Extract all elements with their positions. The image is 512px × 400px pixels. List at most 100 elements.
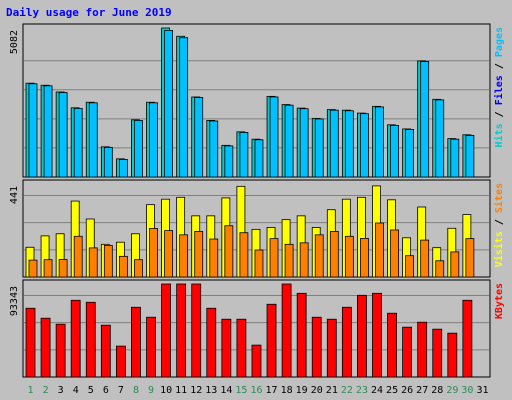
bar-pages-day-8 — [134, 120, 143, 178]
bar-sites-day-4 — [73, 235, 83, 278]
bar-sites-day-3 — [58, 259, 68, 278]
bar-pages-day-21 — [329, 109, 339, 178]
bar-pages-day-20 — [314, 118, 324, 178]
bar-sites-day-23 — [360, 238, 369, 278]
bar-sites-day-25 — [390, 229, 399, 278]
legend-hits: Hits / Files / Pages — [493, 27, 505, 147]
bar-kbytes-day-12 — [191, 283, 202, 378]
day-label-10: 10 — [160, 385, 172, 396]
day-label-26: 26 — [401, 385, 413, 396]
day-label-8: 8 — [133, 385, 139, 396]
legend-item-hits-1: / — [494, 105, 505, 123]
bar-kbytes-day-23 — [357, 294, 367, 378]
bar-pages-day-14 — [224, 145, 234, 178]
day-label-16: 16 — [250, 385, 262, 396]
bar-kbytes-day-1 — [25, 307, 36, 378]
bar-kbytes-day-3 — [55, 323, 66, 378]
day-label-28: 28 — [431, 385, 443, 396]
bar-kbytes-day-10 — [161, 283, 171, 378]
legend-item-hits-4: Pages — [494, 27, 505, 57]
x-axis-day-labels: 1 2 3 4 5 6 7 8 9 10 11 12 13 14 15 16 17 18 19 20 21 22 23 24 2… — [28, 385, 489, 396]
bar-sites-day-28 — [435, 260, 445, 278]
day-label-25: 25 — [386, 385, 398, 396]
legend-item-hits-2: Files — [493, 75, 505, 105]
bar-sites-day-20 — [314, 234, 324, 278]
bar-kbytes-day-9 — [146, 316, 156, 378]
legend-item-visits-1: / — [494, 213, 505, 231]
legend-item-visits-2: Sites — [493, 183, 505, 213]
legend-kbytes: KBytes — [494, 283, 505, 319]
bar-kbytes-day-15 — [236, 318, 247, 378]
bar-sites-day-24 — [375, 222, 384, 278]
day-label-20: 20 — [311, 385, 323, 396]
panel-visits: 441 Visits / Sites — [9, 179, 505, 278]
bar-kbytes-day-6 — [100, 324, 111, 378]
bar-sites-day-30 — [465, 238, 475, 278]
day-label-11: 11 — [175, 385, 187, 396]
day-label-31: 31 — [476, 385, 488, 396]
bar-sites-day-16 — [254, 249, 264, 278]
day-label-24: 24 — [371, 385, 383, 396]
day-label-22: 22 — [341, 385, 353, 396]
bar-pages-day-12 — [194, 97, 204, 178]
day-label-2: 2 — [43, 385, 49, 396]
bar-pages-day-4 — [73, 107, 83, 178]
bar-sites-day-10 — [164, 230, 173, 278]
bar-sites-day-14 — [224, 225, 234, 278]
bar-kbytes-day-11 — [176, 283, 187, 378]
max-label-visits: 441 — [9, 186, 20, 204]
bar-sites-day-9 — [149, 228, 158, 278]
bar-kbytes-day-7 — [115, 345, 126, 378]
bar-pages-day-6 — [103, 146, 113, 178]
bar-sites-day-13 — [209, 238, 219, 278]
bar-sites-day-17 — [269, 238, 279, 278]
day-label-6: 6 — [103, 385, 109, 396]
bar-pages-day-9 — [149, 102, 158, 178]
bar-kbytes-day-13 — [206, 307, 217, 378]
bar-sites-day-1 — [28, 259, 38, 278]
day-label-1: 1 — [28, 385, 34, 396]
bar-sites-day-8 — [134, 259, 143, 278]
bar-kbytes-day-16 — [251, 344, 262, 378]
bar-pages-day-28 — [435, 99, 445, 178]
bar-pages-day-5 — [88, 102, 98, 178]
legend-item-kbytes-0: KBytes — [494, 283, 505, 319]
bar-kbytes-day-2 — [40, 317, 51, 378]
chart-title: Daily usage for June 2019 — [6, 6, 172, 19]
legend-item-hits-3: / — [494, 57, 505, 75]
bar-pages-day-17 — [269, 96, 279, 178]
day-label-9: 9 — [148, 385, 154, 396]
day-label-13: 13 — [205, 385, 217, 396]
bar-sites-day-21 — [329, 231, 339, 278]
day-label-17: 17 — [266, 385, 278, 396]
bar-kbytes-day-29 — [447, 332, 458, 378]
bar-kbytes-day-27 — [417, 321, 428, 378]
day-label-19: 19 — [296, 385, 308, 396]
bar-kbytes-day-30 — [462, 299, 473, 378]
bar-kbytes-day-22 — [341, 306, 352, 378]
bar-pages-day-7 — [118, 159, 128, 178]
bar-pages-day-24 — [375, 106, 384, 178]
bar-kbytes-day-18 — [281, 283, 292, 378]
day-label-3: 3 — [58, 385, 64, 396]
bar-sites-day-29 — [450, 251, 460, 278]
bar-pages-day-22 — [344, 110, 354, 178]
day-label-4: 4 — [73, 385, 79, 396]
bar-sites-day-6 — [103, 244, 113, 278]
bar-pages-day-25 — [390, 124, 399, 178]
bar-kbytes-day-14 — [221, 318, 232, 378]
bar-sites-day-5 — [88, 247, 98, 278]
bar-pages-day-23 — [360, 113, 369, 178]
bar-kbytes-day-26 — [402, 326, 413, 378]
panel-kbytes: 93343 KBytes — [9, 279, 505, 378]
bar-kbytes-day-21 — [326, 318, 337, 378]
bar-kbytes-day-25 — [387, 312, 397, 378]
bar-pages-day-27 — [420, 61, 430, 178]
bar-kbytes-day-17 — [266, 303, 277, 378]
bar-kbytes-day-4 — [70, 299, 81, 378]
bar-pages-day-2 — [43, 85, 53, 178]
bar-pages-day-15 — [239, 132, 249, 178]
day-label-18: 18 — [281, 385, 293, 396]
legend-item-hits-0: Hits — [493, 123, 505, 147]
